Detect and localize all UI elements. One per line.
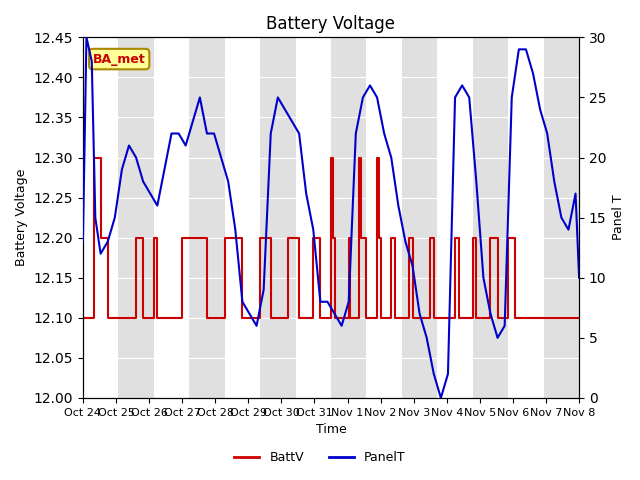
Bar	[225, 37, 260, 398]
Y-axis label: Battery Voltage: Battery Voltage	[15, 169, 28, 266]
Text: BA_met: BA_met	[93, 53, 145, 66]
Bar	[296, 37, 331, 398]
Bar	[189, 37, 225, 398]
Bar	[508, 37, 543, 398]
Bar	[154, 37, 189, 398]
Bar	[543, 37, 579, 398]
Legend: BattV, PanelT: BattV, PanelT	[229, 446, 411, 469]
X-axis label: Time: Time	[316, 423, 346, 436]
Bar	[118, 37, 154, 398]
Y-axis label: Panel T: Panel T	[612, 195, 625, 240]
Bar	[437, 37, 473, 398]
Bar	[402, 37, 437, 398]
Title: Battery Voltage: Battery Voltage	[266, 15, 396, 33]
Bar	[260, 37, 296, 398]
Bar	[367, 37, 402, 398]
Bar	[473, 37, 508, 398]
Bar	[83, 37, 118, 398]
Bar	[331, 37, 367, 398]
